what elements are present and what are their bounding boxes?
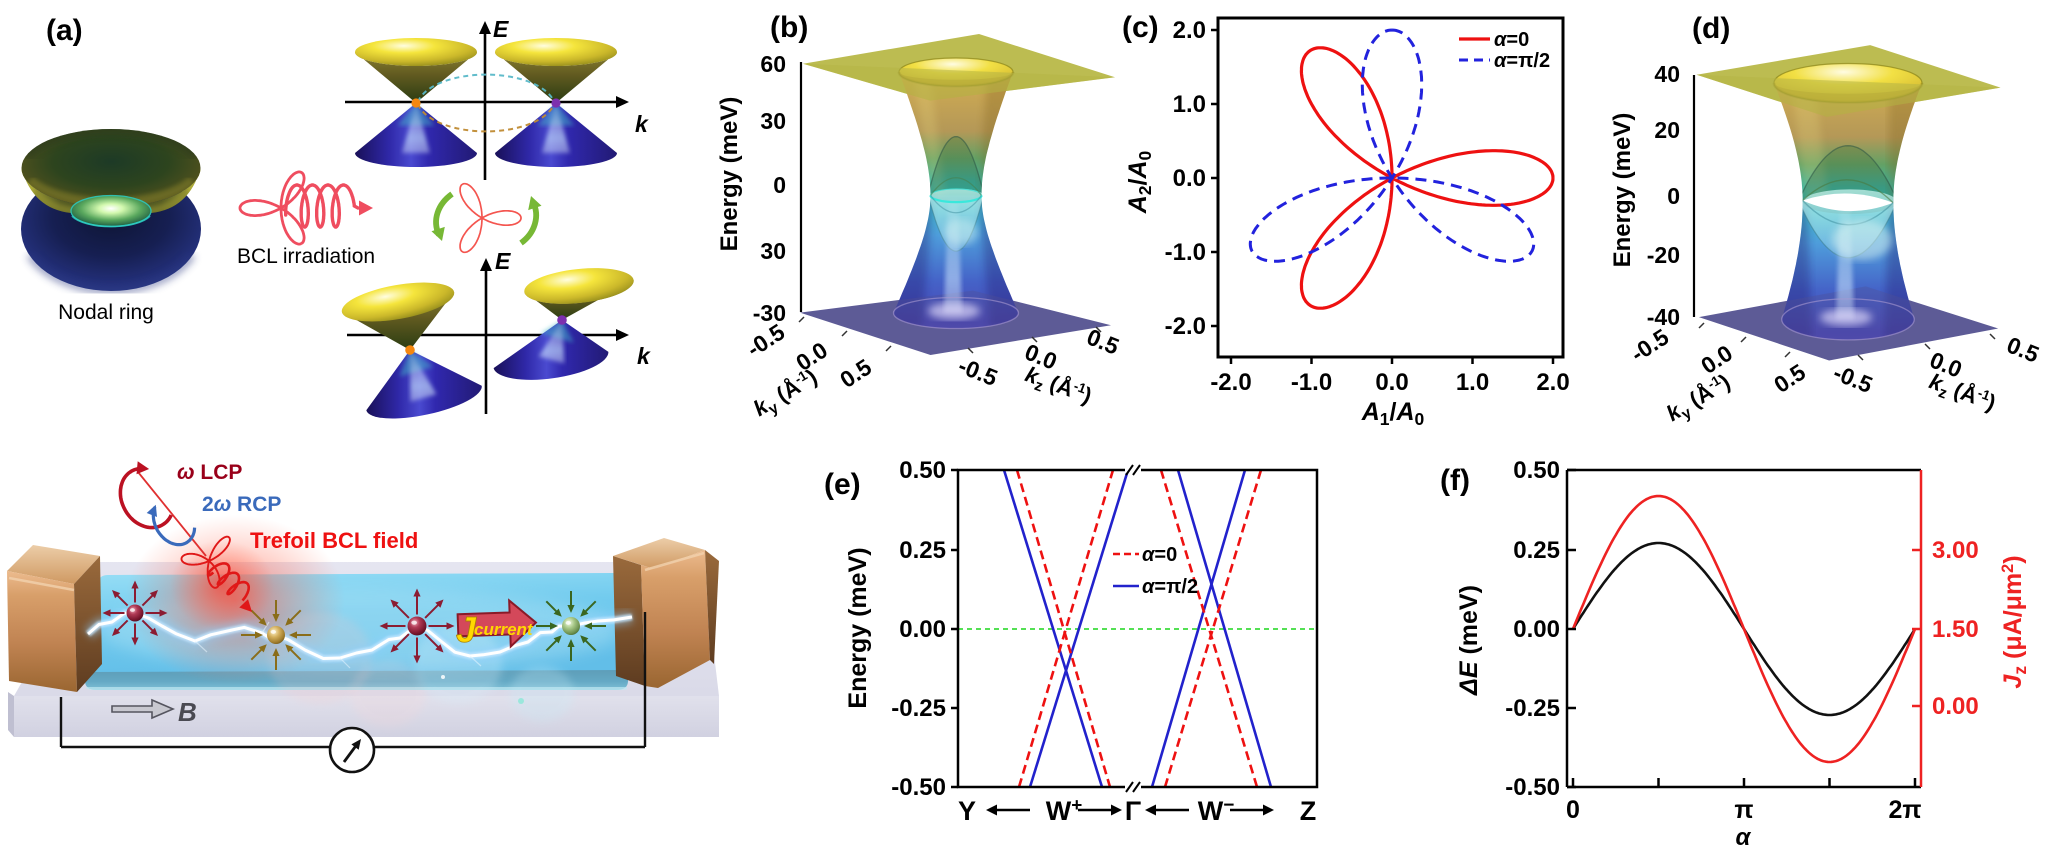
svg-text:0.50: 0.50: [1513, 457, 1560, 484]
svg-text:20: 20: [1654, 117, 1680, 143]
svg-text:0: 0: [1667, 183, 1680, 209]
svg-text:A2/A0: A2/A0: [1124, 150, 1155, 214]
svg-text:-0.50: -0.50: [891, 774, 946, 801]
svg-text:0.0: 0.0: [1173, 165, 1206, 192]
svg-text:2.0: 2.0: [1536, 369, 1569, 396]
svg-text:60: 60: [760, 51, 786, 77]
svg-text:Z: Z: [1300, 796, 1317, 826]
svg-text:Y: Y: [958, 796, 976, 826]
svg-text:40: 40: [1654, 61, 1680, 87]
svg-text:2.0: 2.0: [1173, 17, 1206, 44]
svg-text:-0.50: -0.50: [1505, 774, 1560, 801]
svg-text:(f): (f): [1440, 464, 1470, 497]
svg-text:1.0: 1.0: [1456, 369, 1489, 396]
svg-text:α=0: α=0: [1494, 29, 1529, 51]
svg-text:-0.25: -0.25: [1505, 695, 1560, 722]
svg-text:(d): (d): [1692, 12, 1730, 45]
svg-text:-40: -40: [1647, 304, 1680, 330]
svg-text:k: k: [635, 111, 649, 137]
svg-text:1.0: 1.0: [1173, 91, 1206, 118]
svg-text:(c): (c): [1122, 11, 1159, 44]
svg-text:(b): (b): [770, 11, 808, 44]
svg-text:2ω RCP: 2ω RCP: [202, 493, 281, 516]
svg-text:30: 30: [760, 108, 786, 134]
svg-text:(a): (a): [46, 14, 83, 47]
svg-text:α=π/2: α=π/2: [1494, 50, 1550, 72]
svg-text:α=π/2: α=π/2: [1142, 576, 1198, 598]
svg-text:3.00: 3.00: [1932, 537, 1979, 564]
svg-text:Energy (meV): Energy (meV): [716, 97, 743, 252]
svg-text:-0.25: -0.25: [891, 695, 946, 722]
svg-text:0: 0: [1566, 796, 1580, 824]
svg-text:B: B: [178, 697, 197, 727]
svg-text:Trefoil BCL field: Trefoil BCL field: [250, 528, 418, 553]
svg-text:0: 0: [773, 172, 786, 198]
svg-text:Energy (meV): Energy (meV): [844, 547, 872, 708]
svg-text:π: π: [1734, 796, 1753, 824]
svg-text:BCL irradiation: BCL irradiation: [237, 245, 375, 268]
svg-text:(e): (e): [824, 468, 861, 501]
svg-text:1.50: 1.50: [1932, 616, 1979, 643]
svg-text:-20: -20: [1647, 242, 1680, 268]
svg-text:Γ: Γ: [1125, 796, 1141, 826]
svg-text:α=0: α=0: [1142, 544, 1177, 566]
svg-text:current: current: [474, 620, 534, 639]
svg-text:α: α: [1736, 824, 1752, 849]
svg-text:-1.0: -1.0: [1291, 369, 1332, 396]
svg-text:-1.0: -1.0: [1165, 239, 1206, 266]
svg-text:Jz (μA/μm2): Jz (μA/μm2): [1999, 555, 2030, 688]
svg-text:0.00: 0.00: [1513, 616, 1560, 643]
svg-text:0.0: 0.0: [1375, 369, 1408, 396]
svg-text:-30: -30: [753, 300, 786, 326]
svg-text:J: J: [456, 609, 477, 650]
svg-text:0.25: 0.25: [899, 537, 946, 564]
svg-text:-2.0: -2.0: [1210, 369, 1251, 396]
svg-text:Energy (meV): Energy (meV): [1609, 113, 1636, 268]
svg-text:E: E: [493, 16, 509, 42]
svg-text:ω LCP: ω LCP: [177, 461, 242, 484]
svg-text:E: E: [495, 248, 511, 274]
svg-text:0.50: 0.50: [899, 457, 946, 484]
svg-text:0.25: 0.25: [1513, 537, 1560, 564]
svg-text:30: 30: [760, 238, 786, 264]
svg-text:-2.0: -2.0: [1165, 313, 1206, 340]
svg-text:0.00: 0.00: [1932, 693, 1979, 720]
svg-text:Nodal ring: Nodal ring: [58, 301, 154, 324]
svg-text:A1/A0: A1/A0: [1361, 398, 1425, 429]
svg-text:0.00: 0.00: [899, 616, 946, 643]
svg-text:k: k: [637, 343, 651, 369]
svg-text:2π: 2π: [1888, 796, 1921, 824]
svg-text:ΔE (meV): ΔE (meV): [1455, 585, 1483, 696]
